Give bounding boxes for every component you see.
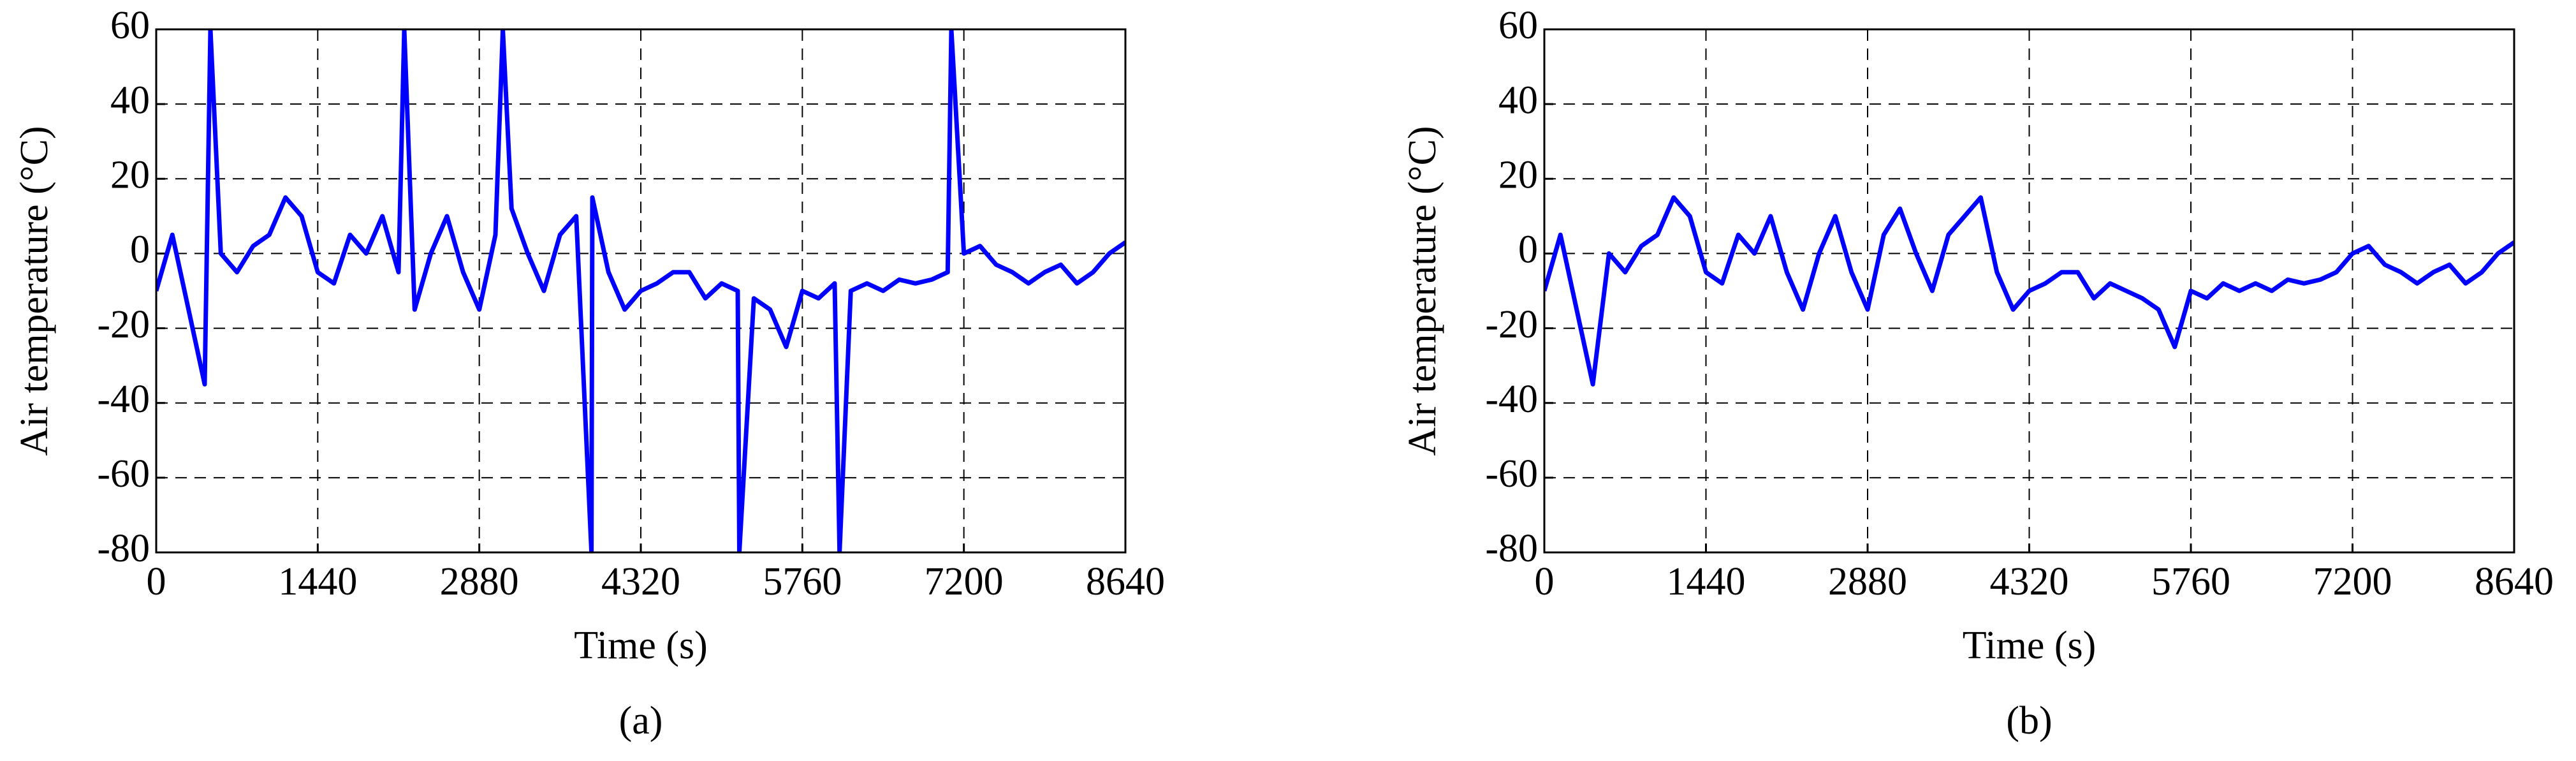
x-tick-label: 4320 xyxy=(601,560,680,603)
x-tick-label: 8640 xyxy=(2475,560,2554,603)
y-axis-label: Air temperature (°C) xyxy=(13,126,56,455)
y-tick-label: -40 xyxy=(97,378,150,421)
x-tick-label: 1440 xyxy=(1667,560,1746,603)
plot-frame xyxy=(155,28,1127,554)
x-tick-label: 0 xyxy=(147,560,166,603)
y-tick-label: 20 xyxy=(1498,154,1538,197)
y-tick-label: -40 xyxy=(1485,378,1538,421)
y-tick-label: -20 xyxy=(97,303,150,346)
y-tick-label: 40 xyxy=(110,78,150,122)
x-tick-label: 7200 xyxy=(2313,560,2392,603)
x-tick-label: 8640 xyxy=(1086,560,1165,603)
y-tick-label: -60 xyxy=(97,452,150,496)
y-tick-label: 60 xyxy=(1498,4,1538,47)
y-tick-label: -80 xyxy=(97,527,150,570)
y-axis-label: Air temperature (°C) xyxy=(1401,126,1444,455)
x-tick-label: 1440 xyxy=(278,560,357,603)
x-tick-label: 7200 xyxy=(925,560,1004,603)
x-tick-label: 5760 xyxy=(2151,560,2230,603)
y-tick-label: 0 xyxy=(130,228,150,272)
x-tick-label: 4320 xyxy=(1990,560,2069,603)
y-tick-label: -80 xyxy=(1485,527,1538,570)
x-tick-label: 5760 xyxy=(763,560,842,603)
y-tick-label: 0 xyxy=(1518,228,1538,272)
y-tick-label: 20 xyxy=(110,154,150,197)
caption: (b) xyxy=(2006,699,2052,743)
x-tick-label: 2880 xyxy=(440,560,519,603)
x-axis-label: Time (s) xyxy=(574,624,708,667)
caption: (a) xyxy=(619,699,663,743)
y-tick-label: 40 xyxy=(1498,78,1538,122)
data-line xyxy=(1544,195,2514,387)
x-tick-label: 0 xyxy=(1535,560,1555,603)
y-tick-label: 60 xyxy=(110,4,150,47)
data-line xyxy=(156,29,1125,552)
plot-frame xyxy=(1543,28,2515,554)
x-axis-label: Time (s) xyxy=(1963,624,2097,667)
y-tick-label: -60 xyxy=(1485,452,1538,496)
x-tick-label: 2880 xyxy=(1828,560,1907,603)
y-tick-label: -20 xyxy=(1485,303,1538,346)
